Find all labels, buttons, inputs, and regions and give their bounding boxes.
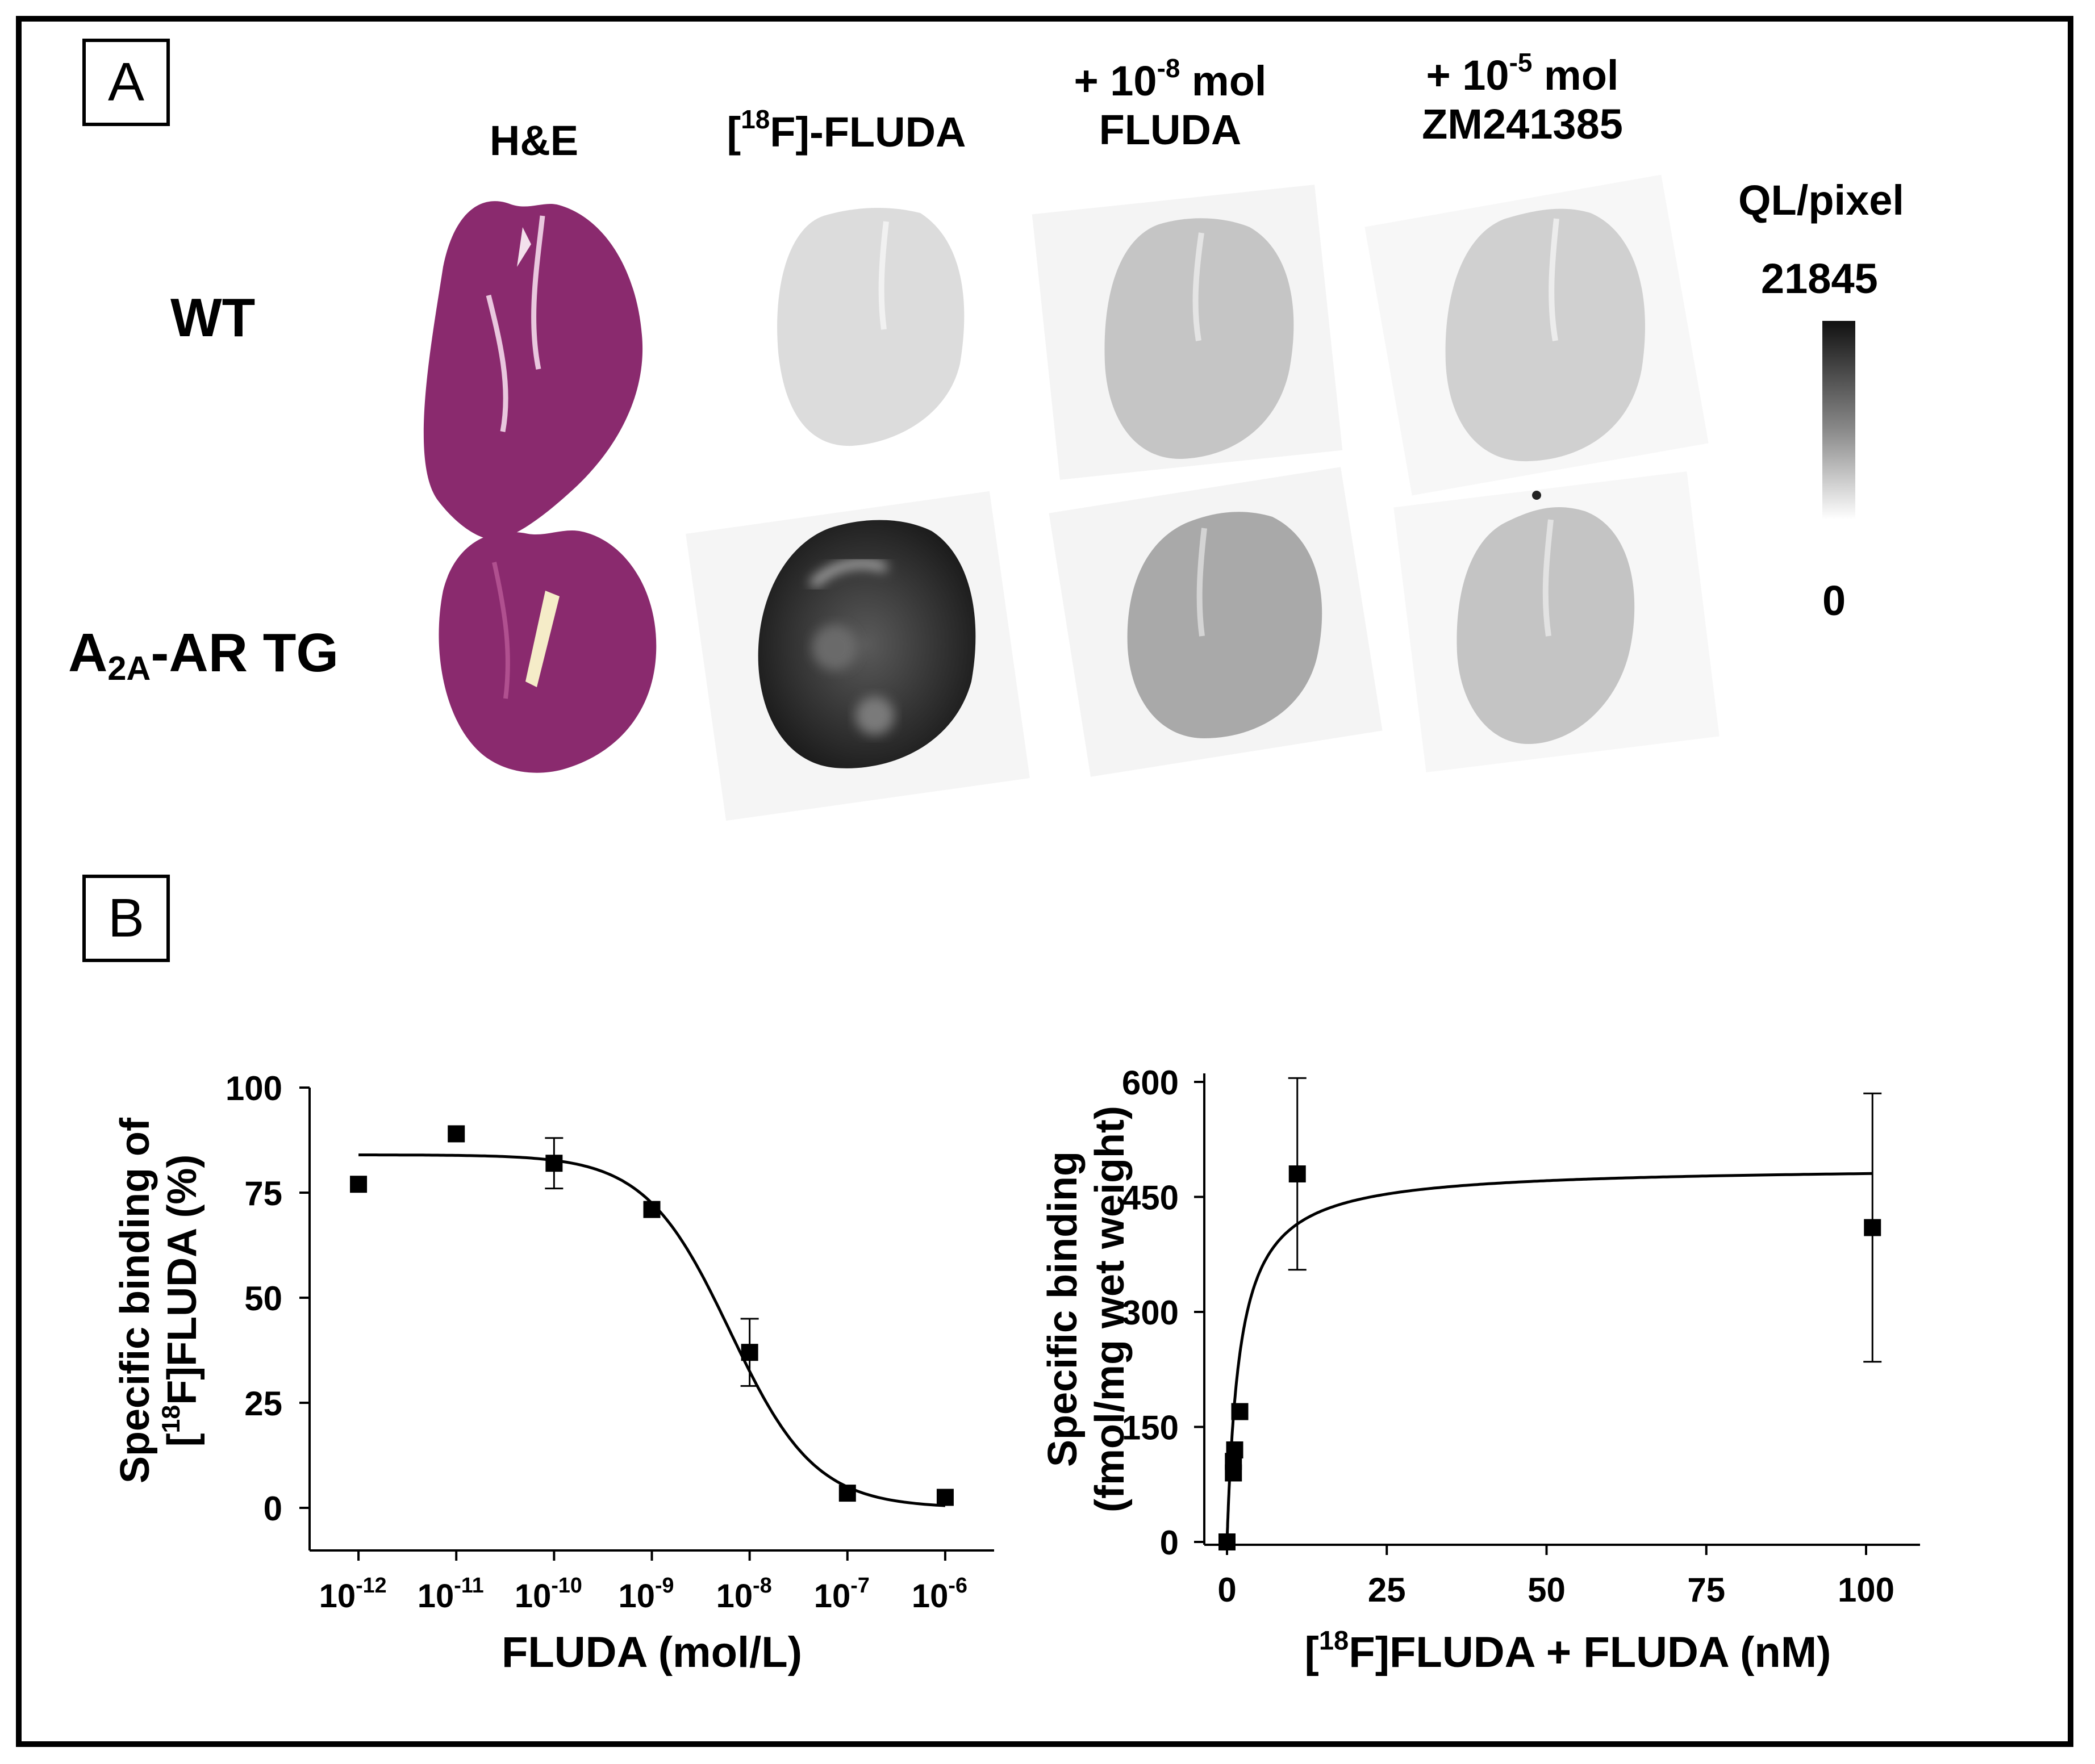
chart1-x-tick-label: 10-8 xyxy=(716,1573,772,1615)
block-zm-exponent: -5 xyxy=(1509,47,1533,77)
figure-frame xyxy=(16,16,2073,1747)
tracer-suffix: F]-FLUDA xyxy=(770,108,966,156)
image-wt-block-zm xyxy=(1364,174,1709,496)
column-header-he-text: H&E xyxy=(489,117,579,164)
chart2-y-tick-label: 450 xyxy=(1122,1179,1179,1217)
chart1-y-tick-label: 75 xyxy=(244,1174,282,1213)
block-zm-unit: mol xyxy=(1532,52,1619,99)
block-zm-prefix: + 10 xyxy=(1426,52,1509,99)
chart2-data-point xyxy=(1218,1533,1236,1550)
chart1-x-label: FLUDA (mol/L) xyxy=(502,1628,802,1677)
chart1-y-tick-label: 50 xyxy=(244,1280,282,1318)
chart2-x-tick-label: 50 xyxy=(1528,1571,1566,1609)
scale-bar-title-text: QL/pixel xyxy=(1738,177,1904,224)
row-header-tg-main: A xyxy=(68,622,108,683)
chart1-data-point xyxy=(448,1125,465,1143)
chart1-y-label-line2: [18F]FLUDA (%) xyxy=(157,1155,205,1447)
chart2-y-tick-label: 600 xyxy=(1122,1064,1179,1102)
chart1-y-label-line1: Specific binding of xyxy=(112,1117,158,1483)
chart1-y-tick-label: 100 xyxy=(226,1069,282,1107)
column-header-tracer: [18F]-FLUDA xyxy=(693,106,1000,157)
chart1-data-point xyxy=(741,1344,758,1361)
chart2-data-point xyxy=(1231,1403,1249,1420)
row-header-tg-suffix: -AR TG xyxy=(151,622,339,683)
scale-bar-title: QL/pixel xyxy=(1738,176,1904,224)
image-wt-he xyxy=(423,201,643,540)
row-header-wt: WT xyxy=(170,287,255,349)
scale-bar-min: 0 xyxy=(1822,576,1846,625)
chart1-x-tick-label: 10-6 xyxy=(912,1573,967,1615)
chart2-data-point xyxy=(1226,1441,1243,1458)
scale-bar-max-text: 21845 xyxy=(1761,255,1878,302)
chart1-data-point xyxy=(545,1155,563,1172)
block-fluda-line2: FLUDA xyxy=(1099,106,1242,153)
chart2-y-tick-label: 0 xyxy=(1160,1524,1179,1562)
column-header-block-fluda: + 10-8 mol FLUDA xyxy=(1034,55,1307,154)
image-tg-he xyxy=(439,530,657,773)
chart2-y-tick-label: 150 xyxy=(1122,1409,1179,1447)
row-header-tg: A2A-AR TG xyxy=(68,622,339,687)
chart2-y-tick-label: 300 xyxy=(1122,1294,1179,1332)
chart1-y-tick-label: 25 xyxy=(244,1385,282,1423)
chart1-data-point xyxy=(643,1201,661,1218)
row-header-wt-text: WT xyxy=(170,287,256,348)
chart1-x-tick-label: 10-12 xyxy=(319,1573,387,1615)
block-fluda-line1: + 10-8 mol xyxy=(1034,55,1307,106)
chart2-fit-curve xyxy=(1225,1172,1873,1542)
chart1-data-point xyxy=(838,1485,856,1502)
scale-bar-max: 21845 xyxy=(1761,254,1878,303)
scale-bar-gradient xyxy=(1822,321,1855,520)
block-zm-line2: ZM241385 xyxy=(1422,101,1623,148)
chart2-x-tick-label: 0 xyxy=(1217,1571,1236,1609)
saturation-chart: 600 450 300 150 00 25 50 75 100[18F]FLUDA + FLUD… xyxy=(1040,1064,1920,1677)
image-tg-tracer xyxy=(686,491,1030,821)
panel-b-label: B xyxy=(82,875,170,962)
block-fluda-unit: mol xyxy=(1180,57,1267,104)
image-tg-block-zm xyxy=(1393,471,1720,772)
chart1-x-tick-label: 10-7 xyxy=(814,1573,870,1615)
image-tg-block-fluda xyxy=(1049,467,1383,777)
chart1-x-tick-label: 10-10 xyxy=(515,1573,582,1615)
chart2-data-point xyxy=(1864,1219,1881,1236)
chart1-data-point xyxy=(936,1489,954,1506)
tracer-prefix: [ xyxy=(727,108,741,156)
chart2-y-label-line2: (fmol/mg wet weight) xyxy=(1087,1106,1133,1512)
image-wt-block-fluda xyxy=(1032,185,1343,480)
chart2-x-tick-label: 75 xyxy=(1687,1571,1725,1609)
image-wt-tracer xyxy=(764,199,969,449)
column-header-block-zm: + 10-5 mol ZM241385 xyxy=(1375,47,1670,149)
chart2-x-label: [18F]FLUDA + FLUDA (nM) xyxy=(1305,1625,1831,1677)
block-fluda-exponent: -8 xyxy=(1157,53,1180,83)
chart1-y-tick-label: 0 xyxy=(264,1490,282,1528)
column-header-he: H&E xyxy=(454,116,614,165)
block-fluda-prefix: + 10 xyxy=(1074,57,1157,104)
panel-b-label-text: B xyxy=(107,888,145,948)
chart2-data-point xyxy=(1288,1165,1306,1182)
scale-bar-min-text: 0 xyxy=(1822,577,1846,624)
tracer-isotope: 18 xyxy=(741,104,770,134)
panel-a-label-text: A xyxy=(107,52,145,112)
chart1-x-tick-label: 10-9 xyxy=(618,1573,674,1615)
competition-chart: 100 75 50 25 0 10-12 10-11 10-10 10-9 10-8 10-7 10-… xyxy=(112,1069,994,1677)
chart1-data-point xyxy=(350,1176,368,1193)
chart2-y-label-line1: Specific binding xyxy=(1040,1151,1086,1467)
block-zm-line1: + 10-5 mol xyxy=(1375,47,1670,100)
chart2-x-tick-label: 25 xyxy=(1368,1571,1406,1609)
panel-a-label: A xyxy=(82,39,170,126)
chart1-x-tick-label: 10-11 xyxy=(418,1573,484,1615)
chart2-x-tick-label: 100 xyxy=(1838,1571,1894,1609)
row-header-tg-sub: 2A xyxy=(107,649,151,687)
